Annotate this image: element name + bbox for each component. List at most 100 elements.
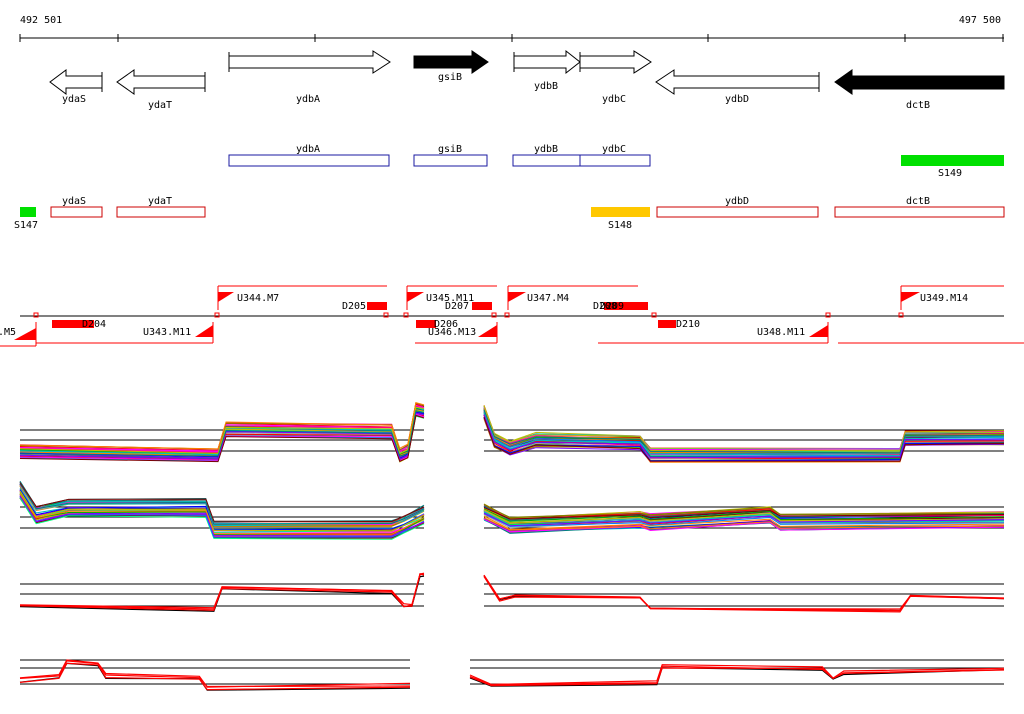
expression-trace (483, 416, 1005, 462)
expression-trace (19, 484, 425, 526)
utr-label-u344: U344.M7 (237, 293, 279, 304)
gene-label-ydbd: ydbD (725, 94, 749, 105)
forward-box-label-ydbc: ydbC (602, 144, 626, 155)
expression-trace (19, 406, 425, 455)
expression-trace (483, 505, 1005, 521)
expression-trace (483, 517, 1005, 531)
gene-ydbD[interactable]: ydbD (655, 69, 820, 105)
expression-trace (19, 484, 425, 527)
expression-trace (469, 667, 1005, 687)
marker-s149[interactable] (901, 155, 1004, 166)
expression-trace (483, 518, 1005, 533)
reverse-box-dctb[interactable] (834, 206, 1005, 218)
gene-dctB[interactable]: dctB (834, 69, 1005, 111)
expression-trace (19, 410, 425, 457)
expression-trace (19, 414, 425, 463)
d-label-d205: D205 (342, 301, 366, 312)
gene-gsiB[interactable]: gsiB (413, 50, 489, 83)
gene-label-ydat: ydaT (148, 100, 172, 111)
expression-trace (483, 507, 1005, 520)
forward-box-label-gsib: gsiB (438, 144, 462, 155)
gene-label-ydas: ydaS (62, 94, 86, 105)
d-block-d210[interactable] (658, 320, 676, 328)
expression-panel-forward-summary (19, 572, 425, 612)
gene-ydbC[interactable]: ydbC (579, 50, 652, 105)
gene-label-ydbb: ydbB (534, 81, 558, 92)
gene-track: ydaS ydaT ydbA gsiB ydbB ydbC (49, 49, 1005, 111)
marker-s148[interactable] (591, 207, 650, 217)
d-block-d208[interactable] (604, 302, 648, 310)
utr-label-u348: U348.M11 (757, 327, 805, 338)
expression-trace (483, 509, 1005, 524)
coordinate-ruler: 492 501 497 500 (19, 15, 1004, 42)
reverse-feature-track: S147 ydaS ydaT S148 ydbD dctB (14, 196, 1005, 231)
forward-box-label-ydba: ydbA (296, 144, 320, 155)
expression-trace (19, 401, 425, 450)
utr-label-u345: U345.M11 (426, 293, 474, 304)
reverse-box-ydas[interactable] (50, 206, 103, 218)
expression-panel-reverse-multi (483, 405, 1005, 463)
expression-panel-forward-multi-2 (19, 480, 425, 540)
expression-trace (19, 490, 425, 532)
gene-ydbA[interactable]: ydbA (228, 50, 391, 105)
marker-label-s149: S149 (938, 168, 962, 179)
expression-trace (483, 512, 1005, 527)
expression-trace (483, 575, 1005, 612)
d-block-d207[interactable] (472, 302, 492, 310)
gene-ydbB[interactable]: ydbB (513, 49, 581, 92)
gene-ydaT[interactable]: ydaT (116, 69, 206, 111)
expression-trace (19, 489, 425, 531)
utr-label-m5: .M5 (0, 327, 16, 338)
expression-trace (19, 485, 425, 527)
expression-trace (483, 409, 1005, 454)
expression-trace (19, 495, 425, 537)
expression-trace (469, 667, 1005, 687)
d-label-d206: D206 (434, 319, 458, 330)
expression-trace (483, 574, 1005, 610)
expression-trace (19, 483, 425, 525)
d-block-d205[interactable] (367, 302, 387, 310)
expression-panel-reverse-multi-2 (483, 503, 1005, 534)
d-label-d210: D210 (676, 319, 700, 330)
forward-feature-track: ydbA gsiB ydbB ydbC S149 (228, 144, 1004, 179)
utr-label-u347: U347.M4 (527, 293, 569, 304)
reverse-box-label-dctb: dctB (906, 196, 930, 207)
reverse-box-ydbd[interactable] (656, 206, 819, 218)
utr-label-u349: U349.M14 (920, 293, 968, 304)
expression-trace (19, 485, 425, 526)
gene-ydaS[interactable]: ydaS (49, 69, 103, 105)
expression-panel-reverse-summary-2 (469, 659, 1005, 687)
expression-panel-reverse-summary (483, 574, 1005, 613)
expression-trace (19, 573, 425, 610)
gene-label-gsib: gsiB (438, 72, 462, 83)
d-label-d209: D209 (600, 301, 624, 312)
utr-label-u346: U346.M13 (428, 327, 476, 338)
expression-trace (19, 485, 425, 527)
forward-box-gsib[interactable] (413, 154, 488, 167)
forward-box-ydba[interactable] (228, 154, 390, 167)
gene-label-dctb: dctB (906, 100, 930, 111)
expression-trace (469, 664, 1005, 686)
expression-trace (19, 482, 425, 523)
marker-s147[interactable] (20, 207, 36, 217)
utr-label-u343: U343.M11 (143, 327, 191, 338)
d-block-d206[interactable] (416, 320, 436, 328)
transcript-track: U344.M7 U345.M11 U347.M4 U349.M14 U343.M… (0, 285, 1024, 347)
expression-trace (483, 515, 1005, 531)
forward-box-ydbb[interactable] (512, 154, 581, 167)
d-block-d204[interactable] (52, 320, 94, 328)
reverse-box-label-ydbd: ydbD (725, 196, 749, 207)
reverse-box-label-ydas: ydaS (62, 196, 86, 207)
d-label-d208: D208 (593, 301, 617, 312)
forward-box-ydbc[interactable] (579, 154, 651, 167)
expression-trace (483, 575, 1005, 612)
expression-trace (483, 414, 1005, 459)
gene-label-ydbc: ydbC (602, 94, 626, 105)
expression-trace (483, 504, 1005, 518)
expression-trace (19, 662, 411, 691)
d-label-d204: D204 (82, 319, 106, 330)
reverse-box-ydat[interactable] (116, 206, 206, 218)
expression-trace (483, 508, 1005, 522)
expression-trace (19, 497, 425, 540)
